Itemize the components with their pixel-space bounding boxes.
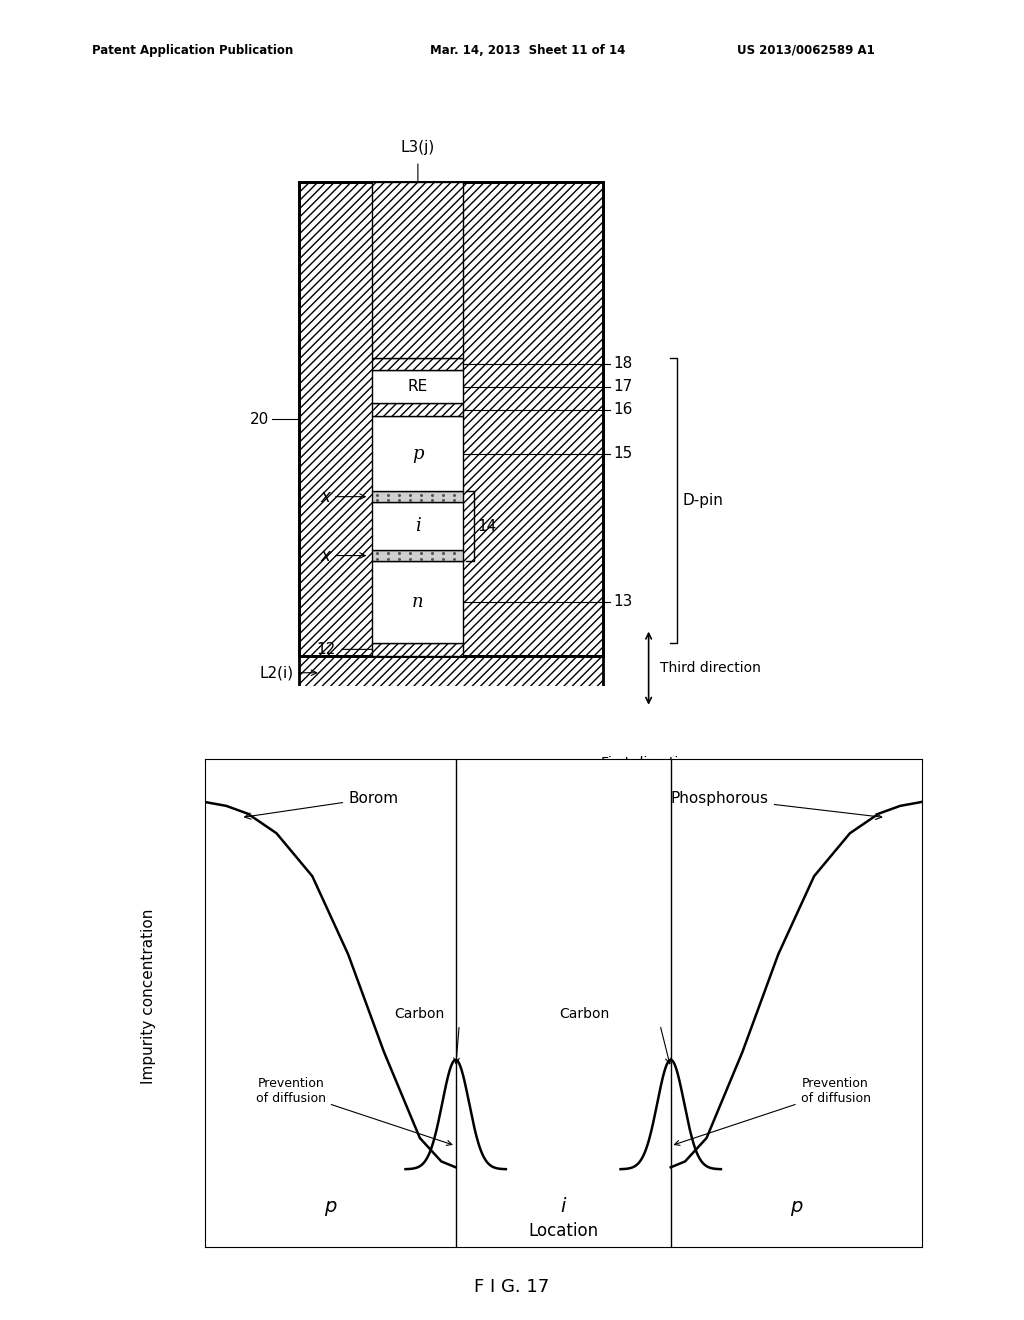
Bar (373, 416, 464, 491)
Text: 14: 14 (477, 519, 497, 533)
Text: L2(i): L2(i) (259, 665, 294, 680)
Text: D-pin: D-pin (682, 492, 723, 508)
Bar (373, 550, 464, 561)
Text: Impurity concentration: Impurity concentration (141, 909, 156, 1084)
Bar (373, 182, 464, 358)
Text: x: x (319, 487, 330, 506)
Bar (373, 502, 464, 550)
Text: 17: 17 (613, 379, 633, 395)
Text: 18: 18 (613, 356, 633, 371)
Bar (373, 643, 464, 656)
Text: F I G. 17: F I G. 17 (474, 1278, 550, 1296)
Text: Phosphorous: Phosphorous (671, 791, 882, 820)
Bar (373, 370, 464, 404)
Text: Carbon: Carbon (559, 1007, 610, 1020)
Bar (299, 656, 603, 689)
Text: Prevention
of diffusion: Prevention of diffusion (675, 1077, 870, 1146)
Text: p: p (412, 445, 424, 462)
Text: US 2013/0062589 A1: US 2013/0062589 A1 (737, 44, 876, 57)
Text: 16: 16 (613, 403, 633, 417)
Bar (373, 561, 464, 643)
Text: 20: 20 (250, 412, 269, 426)
Text: p: p (324, 1197, 337, 1216)
Text: First direction: First direction (601, 756, 696, 771)
Text: i: i (560, 1197, 566, 1216)
Text: Patent Application Publication: Patent Application Publication (92, 44, 294, 57)
Text: Carbon: Carbon (394, 1007, 444, 1020)
Bar (299, 182, 603, 656)
Bar (373, 404, 464, 416)
Bar (373, 358, 464, 370)
Text: 13: 13 (613, 594, 633, 610)
Text: x: x (319, 546, 330, 565)
Bar (373, 491, 464, 502)
Text: Third direction: Third direction (659, 661, 761, 676)
Text: n: n (412, 593, 424, 611)
Text: F I G. 16: F I G. 16 (383, 759, 459, 777)
Text: RE: RE (408, 379, 428, 395)
Bar (299, 182, 603, 656)
Text: Mar. 14, 2013  Sheet 11 of 14: Mar. 14, 2013 Sheet 11 of 14 (430, 44, 626, 57)
Text: 15: 15 (613, 446, 633, 461)
Text: p: p (790, 1197, 803, 1216)
Text: Borom: Borom (245, 791, 398, 820)
Text: L3(j): L3(j) (400, 140, 435, 154)
Text: Prevention
of diffusion: Prevention of diffusion (256, 1077, 452, 1146)
Text: 12: 12 (316, 642, 336, 657)
Text: Location: Location (528, 1222, 598, 1239)
Text: i: i (415, 517, 421, 535)
